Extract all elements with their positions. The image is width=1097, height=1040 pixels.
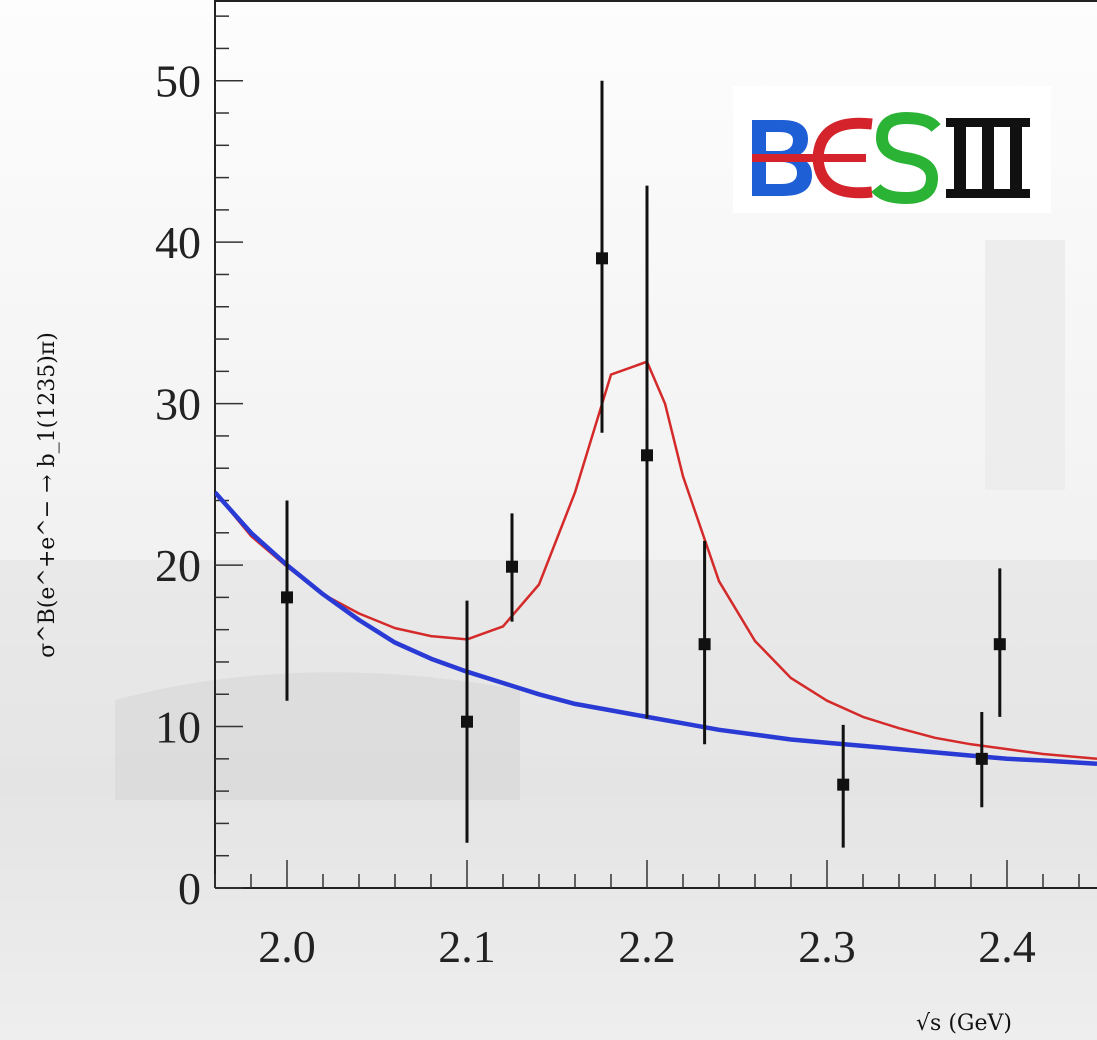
axis-ticks xyxy=(214,15,1080,889)
besiii-logo xyxy=(733,86,1051,213)
data-point xyxy=(506,560,518,573)
data-point xyxy=(698,638,711,651)
tick-labels: 0 10 20 30 40 50 2.0 2.1 2.2 2.3 2.4 xyxy=(155,56,1036,972)
data-point xyxy=(596,252,608,265)
x-tick-label: 2.3 xyxy=(798,921,856,972)
x-tick-label: 2.0 xyxy=(258,921,316,972)
data-points xyxy=(281,80,1006,848)
y-tick-label: 20 xyxy=(155,540,201,591)
y-tick-label: 30 xyxy=(155,379,201,430)
y-axis-label: σ^B(e^+e^− → b_1(1235)π) xyxy=(35,332,60,658)
y-tick-label: 50 xyxy=(155,56,201,107)
data-point xyxy=(993,638,1006,651)
fit-curve-red xyxy=(215,360,1097,761)
y-tick-label: 10 xyxy=(155,702,201,753)
x-tick-label: 2.1 xyxy=(438,921,496,972)
data-point xyxy=(975,752,988,765)
data-point xyxy=(461,715,473,728)
data-point xyxy=(641,449,653,462)
x-axis-label: √s (GeV) xyxy=(916,1011,1012,1036)
x-tick-label: 2.4 xyxy=(978,921,1036,972)
data-point xyxy=(837,778,850,791)
data-point xyxy=(281,591,293,604)
x-tick-label: 2.2 xyxy=(618,921,676,972)
y-tick-label: 0 xyxy=(178,863,201,914)
y-tick-label: 40 xyxy=(155,217,201,268)
